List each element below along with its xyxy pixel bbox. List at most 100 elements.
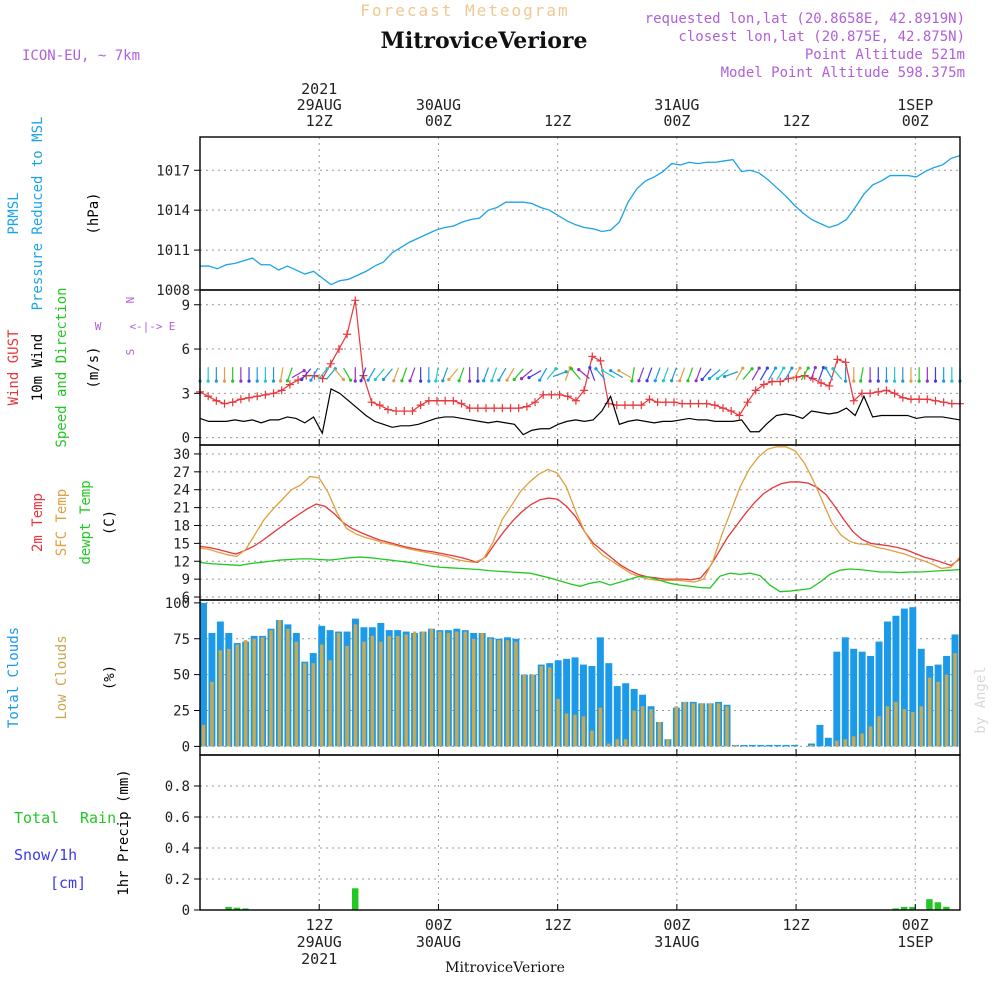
low-cloud-bar [269,630,273,747]
requested-coords: requested lon,lat (20.8658E, 42.8919N) [645,11,965,27]
wind-arrow-head [909,379,913,383]
top-tick-label: 00Z [425,112,452,130]
low-cloud-bar [455,631,459,747]
wind-direction-arrow [343,367,352,381]
gust-point [432,396,441,405]
bottom-tick-label: 12Z [783,916,810,934]
top-tick-label: 31AUG [654,96,699,114]
wind-arrow-head [564,370,568,374]
low-cloud-bar [809,744,814,747]
gust-point [759,380,768,389]
gust-point [571,396,580,405]
wind-arrow-head [594,367,598,371]
wind-direction-arrow [800,367,809,381]
low-cloud-bar [851,736,856,747]
gust-point [261,390,270,399]
bottom-tick-label: 31AUG [654,933,699,951]
y-tick-label: 1014 [156,203,190,219]
precip-legend: Total Rain Snow/1h [cm] [14,809,116,892]
wind-arrow-head [554,367,558,371]
wind-arrow-head [609,369,613,373]
gust-point [285,380,294,389]
y-tick-label: 0.8 [165,779,190,795]
wind-direction-arrow [589,367,596,381]
low-cloud-bar [615,739,619,747]
wind-arrow-head [813,365,817,370]
gust-point [473,404,482,413]
y-axis-label: (C) [102,510,118,535]
gust-point [931,396,940,405]
y-tick-label: 15 [173,536,190,552]
wind-arrow-head [686,379,690,383]
wind-arrow-head [490,379,494,383]
y-tick-label: 30 [173,447,190,463]
y-axis-label: Speed and Direction [54,287,70,447]
gust-point [915,395,924,404]
wind-arrow-head [381,377,386,382]
rain-bar [926,899,933,910]
top-tick-label: 12Z [306,112,333,130]
wind-arrow-head [300,377,304,382]
wind10m-line [199,388,961,436]
wind-direction-arrow [458,367,465,381]
wind-direction-arrow [382,368,393,380]
gust-point [408,407,417,416]
wind-arrow-head [661,379,666,383]
gust-point [449,396,458,405]
wind-direction-arrow [768,367,777,381]
wind-arrow-head [302,369,306,373]
y-axis-label: Low Clouds [54,635,70,719]
y-tick-label: 21 [173,501,190,517]
wind-arrow-head [476,379,480,383]
total-cloud-bar [858,651,866,747]
wind-arrow-head [239,379,243,383]
total-cloud-bar [765,744,773,747]
low-cloud-bar [522,674,527,747]
rain-bar [225,906,232,910]
low-cloud-bar [328,660,332,747]
panels: 1008 1011 1014 1017 PRMSL Pressure Reduced to… [6,117,964,919]
gust-point [776,377,785,386]
total-cloud-bar [833,651,841,747]
gust-point [465,404,474,413]
total-cloud-bar [816,724,824,747]
wind-arrow-head [694,379,698,383]
low-cloud-bar [387,635,391,747]
gust-point [457,399,466,408]
gust-point [490,404,499,413]
total-cloud-bar [748,744,756,747]
rain-bar [909,906,916,910]
wind-direction-arrow [374,368,385,380]
y-tick-label: 9 [182,572,190,588]
wind-direction-arrow [860,367,864,382]
wind-arrow-head [843,379,848,383]
model-label: ICON-EU, ~ 7km [22,48,140,64]
low-cloud-bar [277,620,282,747]
wind-direction-arrow [695,367,702,381]
wind-direction-arrow [564,367,571,381]
gust-point [392,407,401,416]
y-tick-label: 27 [173,465,190,481]
rain-bar [233,907,241,910]
y-axis-label: 10m Wind [30,334,46,401]
gust-point [498,404,507,413]
low-cloud-bar [505,640,510,747]
wind-arrow-head [645,379,649,383]
wind-arrow-head [716,377,720,381]
low-cloud-bar [623,739,628,747]
low-cloud-bar [911,711,915,747]
wind-arrow-head [441,379,445,383]
low-cloud-bar [404,634,408,747]
gust-point [334,345,343,354]
wind-arrow-head [741,366,745,370]
low-cloud-bar [345,645,349,747]
wind-direction-arrow [291,370,305,379]
low-cloud-bar [936,681,940,747]
low-cloud-bar [539,666,543,747]
wind-arrow-head [852,379,856,383]
gust-point [531,398,540,407]
top-tick-label: 12Z [783,112,810,130]
bottom-tick-label: 1SEP [897,933,933,951]
gust-point [236,395,245,404]
gust-point [383,405,392,414]
